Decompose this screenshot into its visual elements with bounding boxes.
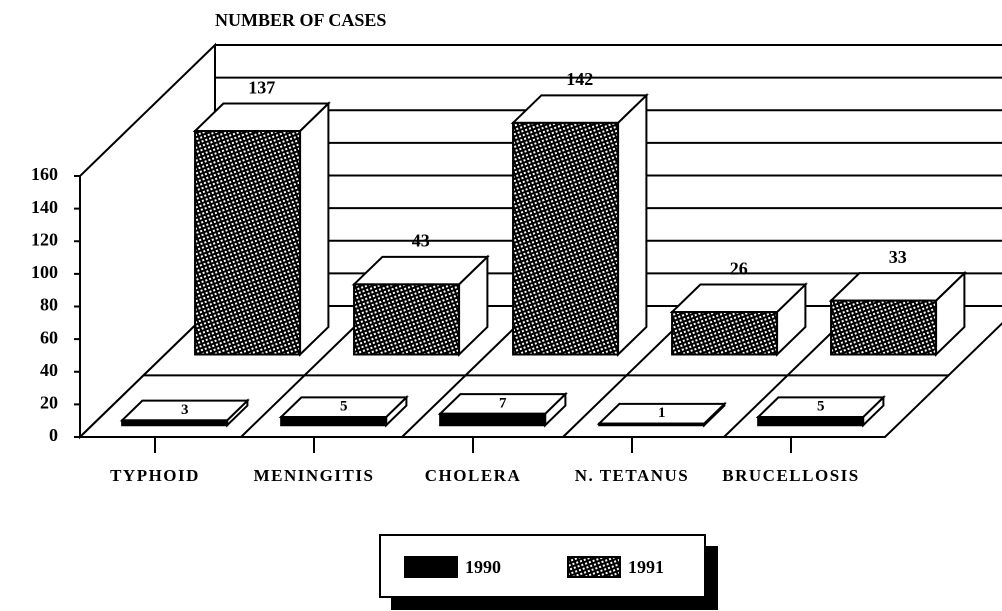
x-tick-label: BRUCELLOSIS [722, 466, 859, 485]
legend-box [379, 534, 706, 598]
value-label: 5 [817, 399, 825, 415]
x-tick-label: N. TETANUS [575, 466, 690, 485]
bar-front-face [512, 121, 620, 356]
y-tick-label: 140 [31, 197, 58, 217]
y-tick-label: 40 [40, 360, 58, 380]
legend-label: 1990 [465, 557, 501, 577]
value-label: 1 [658, 405, 666, 421]
chart-title: NUMBER OF CASES [215, 10, 386, 30]
x-tick-label: TYPHOID [110, 466, 200, 485]
x-tick-label: CHOLERA [425, 466, 521, 485]
x-tick-label: MENINGITIS [254, 466, 375, 485]
bar-front-face [280, 416, 388, 427]
value-label: 26 [730, 258, 748, 278]
bar-front-face [671, 311, 779, 356]
value-label: 43 [412, 231, 430, 251]
y-tick-label: 80 [40, 295, 58, 315]
value-label: 33 [889, 247, 907, 267]
y-tick-label: 60 [40, 327, 58, 347]
y-tick-label: 0 [49, 425, 58, 445]
y-tick-label: 120 [31, 229, 58, 249]
bar-front-face [830, 299, 938, 356]
bar-front-face [194, 129, 302, 356]
value-label: 7 [499, 395, 507, 411]
y-tick-label: 160 [31, 164, 58, 184]
bar-front-face [121, 419, 229, 427]
bar-right-face [617, 92, 648, 357]
legend-label: 1991 [628, 557, 664, 577]
legend-swatch [404, 556, 458, 578]
y-tick-label: 100 [31, 262, 58, 282]
value-label: 137 [248, 77, 275, 97]
value-label: 5 [340, 399, 348, 415]
value-label: 3 [181, 402, 189, 418]
legend-swatch [567, 556, 621, 578]
value-label: 142 [566, 69, 593, 89]
y-tick-label: 20 [40, 393, 58, 413]
bar-right-face [299, 101, 330, 357]
bar-front-face [757, 416, 865, 427]
bar-front-face [439, 412, 547, 427]
bar-front-face [598, 422, 706, 427]
bar-front-face [353, 283, 461, 356]
